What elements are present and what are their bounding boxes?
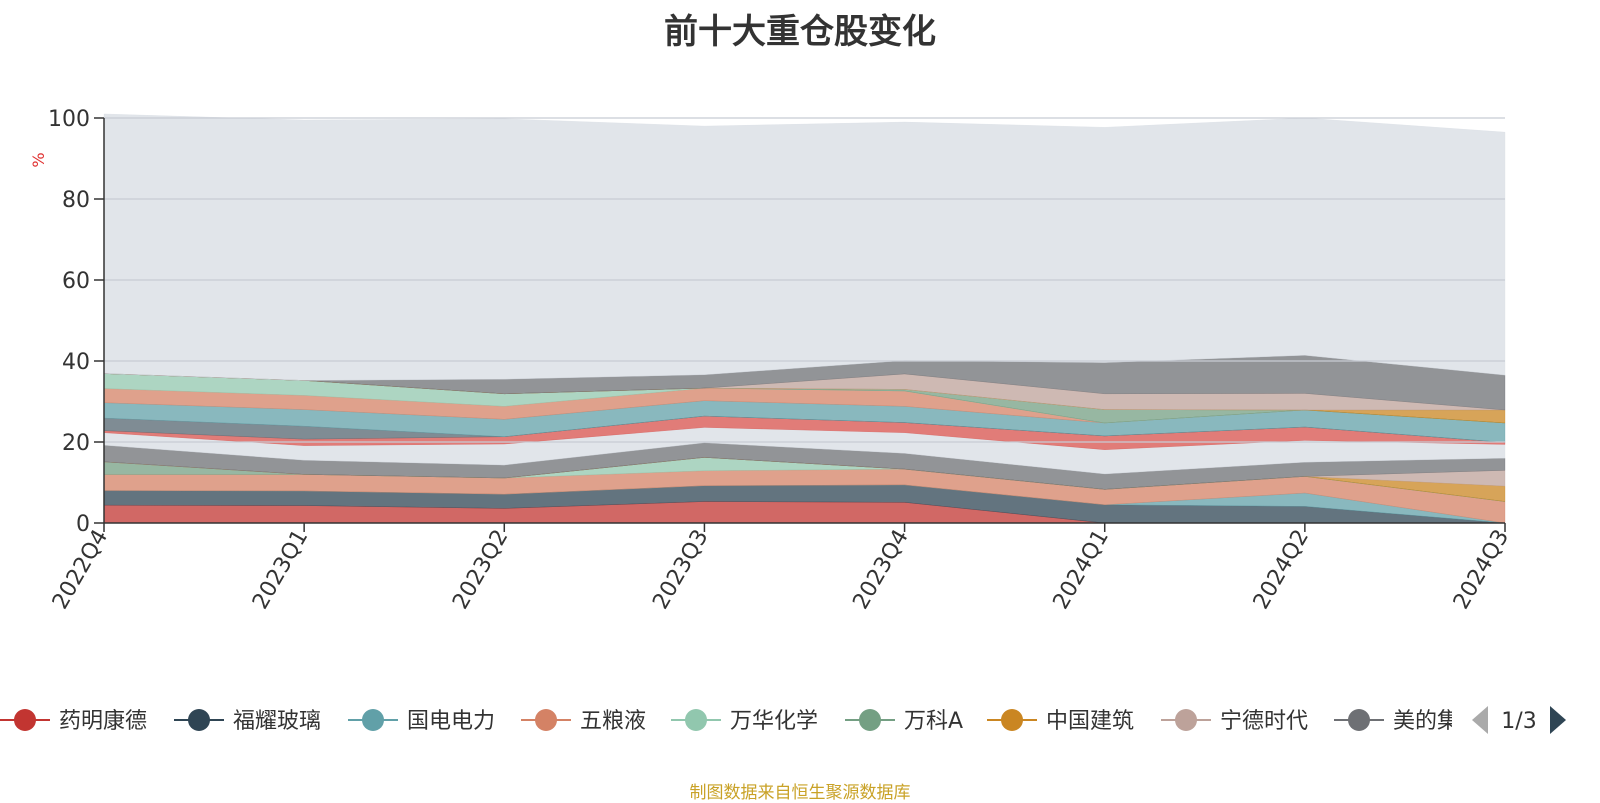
legend-circle-marker bbox=[362, 709, 384, 731]
legend-circle-marker bbox=[535, 709, 557, 731]
legend-circle-marker bbox=[859, 709, 881, 731]
legend-item[interactable]: 福耀玻璃 bbox=[174, 709, 321, 734]
y-tick-label: 80 bbox=[62, 188, 90, 213]
area-series-19 bbox=[103, 113, 1506, 381]
x-tick-label: 2023Q4 bbox=[848, 526, 913, 614]
x-tick-label: 2023Q1 bbox=[248, 526, 313, 614]
area-series-group bbox=[103, 113, 1506, 524]
legend-item[interactable]: 美的集团 bbox=[1334, 709, 1481, 734]
y-tick-label: 40 bbox=[62, 350, 90, 375]
legend-label: 万华化学 bbox=[730, 709, 818, 734]
triangle-left-icon[interactable] bbox=[1472, 706, 1488, 734]
legend-circle-marker bbox=[685, 709, 707, 731]
legend-pager: 1/3 bbox=[1472, 706, 1566, 734]
y-tick-label: 20 bbox=[62, 431, 90, 456]
chart-title: 前十大重仓股变化 bbox=[664, 12, 936, 52]
y-axis-unit-label: % bbox=[29, 152, 48, 167]
grid-lines bbox=[104, 117, 1505, 443]
y-tick-label: 100 bbox=[48, 107, 90, 132]
source-note: 制图数据来自恒生聚源数据库 bbox=[689, 783, 911, 803]
x-tick-label: 2024Q2 bbox=[1249, 526, 1314, 614]
legend-item[interactable]: 宁德时代 bbox=[1161, 709, 1308, 734]
y-tick-labels: 0 20 40 60 80 100 bbox=[48, 107, 104, 537]
legend-item[interactable]: 万科A bbox=[845, 709, 963, 734]
legend-label: 中国建筑 bbox=[1046, 709, 1134, 734]
legend[interactable]: 药明康德 福耀玻璃 国电电力 五粮液 万华化学 万科A 中国建筑 宁德时代 美的集团 bbox=[0, 709, 1481, 734]
legend-label: 美的集团 bbox=[1393, 709, 1481, 734]
y-tick-label: 60 bbox=[62, 269, 90, 294]
legend-circle-marker bbox=[1175, 709, 1197, 731]
legend-label: 药明康德 bbox=[59, 709, 147, 734]
legend-item[interactable]: 国电电力 bbox=[348, 709, 495, 734]
legend-page-indicator: 1/3 bbox=[1501, 709, 1536, 734]
legend-circle-marker bbox=[188, 709, 210, 731]
legend-item[interactable]: 中国建筑 bbox=[987, 709, 1134, 734]
x-tick-label: 2024Q3 bbox=[1449, 526, 1514, 614]
legend-label: 国电电力 bbox=[407, 709, 495, 734]
x-tick-label: 2023Q3 bbox=[648, 526, 713, 614]
legend-item[interactable]: 药明康德 bbox=[0, 709, 147, 734]
legend-label: 宁德时代 bbox=[1220, 709, 1308, 734]
x-tick-label: 2023Q2 bbox=[448, 526, 513, 614]
x-tick-label: 2022Q4 bbox=[48, 526, 113, 614]
x-tick-labels: 2022Q4 2023Q1 2023Q2 2023Q3 2023Q4 2024Q1 2024… bbox=[48, 523, 1514, 614]
legend-item[interactable]: 万华化学 bbox=[671, 709, 818, 734]
legend-circle-marker bbox=[1001, 709, 1023, 731]
y-tick-label: 0 bbox=[76, 512, 90, 537]
legend-label: 万科A bbox=[904, 709, 963, 734]
legend-label: 福耀玻璃 bbox=[233, 709, 321, 734]
x-tick-label: 2024Q1 bbox=[1049, 526, 1114, 614]
legend-circle-marker bbox=[1348, 709, 1370, 731]
legend-label: 五粮液 bbox=[580, 709, 646, 734]
axes: % bbox=[29, 118, 1505, 524]
legend-item[interactable]: 五粮液 bbox=[521, 709, 646, 734]
legend-circle-marker bbox=[14, 709, 36, 731]
triangle-right-icon[interactable] bbox=[1550, 706, 1566, 734]
